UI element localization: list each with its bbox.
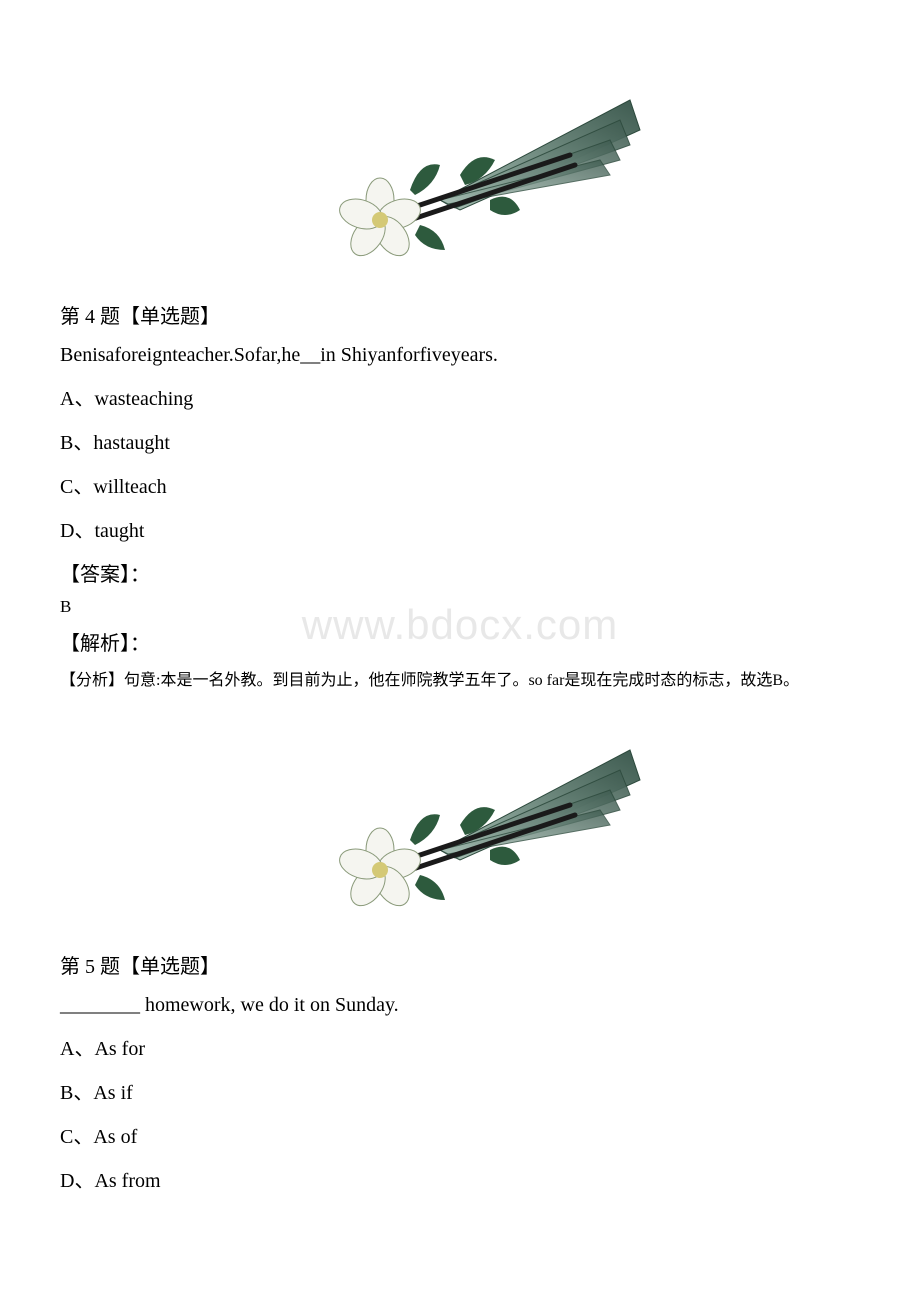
- question-body: Benisaforeignteacher.Sofar,he__in Shiyan…: [60, 344, 498, 366]
- question-4-text: Benisaforeignteacher.Sofar,he__in Shiyan…: [60, 344, 860, 367]
- question-5-option-a: A、As for: [60, 1032, 860, 1061]
- option-text: A、As for: [60, 1038, 145, 1060]
- answer-value: B: [60, 597, 860, 617]
- option-text: D、taught: [60, 520, 144, 542]
- question-body: homework, we do it on Sunday.: [140, 994, 399, 1016]
- decorative-image-top: [60, 70, 860, 270]
- analysis-label: 【解析】：: [60, 627, 860, 656]
- option-text: B、As if: [60, 1082, 133, 1104]
- question-5-text: ________ homework, we do it on Sunday.: [60, 994, 860, 1017]
- option-text: A、wasteaching: [60, 388, 193, 410]
- fan-flower-icon: [260, 720, 660, 920]
- answer-label-text: 【答案】：: [60, 564, 150, 586]
- question-5-option-c: C、As of: [60, 1120, 860, 1149]
- question-5-header: 第 5 题【单选题】: [60, 950, 860, 979]
- decorative-image-middle: [60, 720, 860, 920]
- question-5-option-d: D、As from: [60, 1164, 860, 1193]
- option-text: B、hastaught: [60, 432, 170, 454]
- option-text: C、As of: [60, 1126, 137, 1148]
- option-text: C、willteach: [60, 476, 167, 498]
- fan-flower-icon: [260, 70, 660, 270]
- question-4-option-c: C、willteach: [60, 470, 860, 499]
- answer-value-text: B: [60, 597, 71, 616]
- question-5-option-b: B、As if: [60, 1076, 860, 1105]
- analysis-text: 【分析】句意:本是一名外教。到目前为止，他在师院教学五年了。so far是现在完…: [60, 666, 860, 690]
- question-4-option-a: A、wasteaching: [60, 382, 860, 411]
- analysis-label-text: 【解析】：: [60, 633, 150, 655]
- analysis-body: 【分析】句意:本是一名外教。到目前为止，他在师院教学五年了。so far是现在完…: [60, 672, 799, 689]
- question-4-option-b: B、hastaught: [60, 426, 860, 455]
- question-header-text: 第 5 题【单选题】: [60, 956, 220, 978]
- question-4-header: 第 4 题【单选题】: [60, 300, 860, 329]
- question-blank: ________: [60, 994, 140, 1016]
- answer-label: 【答案】：: [60, 558, 860, 587]
- question-4-option-d: D、taught: [60, 514, 860, 543]
- option-text: D、As from: [60, 1170, 161, 1192]
- question-header-text: 第 4 题【单选题】: [60, 306, 220, 328]
